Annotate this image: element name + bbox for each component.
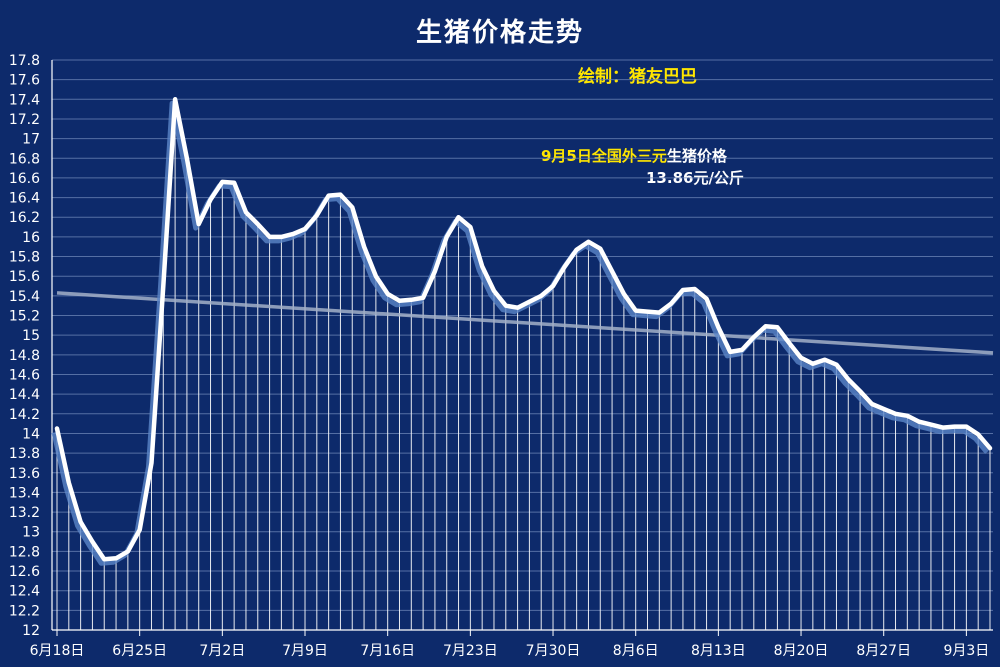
y-tick-label: 17.4 [9, 92, 40, 108]
trend-line [56, 291, 994, 355]
x-tick-label: 7月23日 [443, 643, 498, 659]
y-tick-label: 13.8 [9, 446, 40, 462]
x-tick-label: 9月3日 [943, 643, 989, 659]
x-tick-label: 7月30日 [526, 643, 581, 659]
x-tick-label: 6月18日 [30, 643, 85, 659]
y-tick-label: 13.6 [9, 466, 40, 482]
y-tick-label: 17.2 [9, 112, 40, 128]
y-tick-label: 16 [22, 230, 40, 246]
chart-credit: 绘制：猪友巴巴 [578, 67, 697, 87]
y-tick-label: 16.2 [9, 210, 40, 226]
x-tick-label: 7月9日 [282, 643, 328, 659]
y-tick-label: 16.4 [9, 191, 40, 207]
y-tick-label: 13 [22, 525, 40, 541]
y-tick-label: 15.8 [9, 250, 40, 266]
x-tick-label: 8月13日 [691, 643, 746, 659]
y-tick-label: 17 [22, 132, 40, 148]
x-tick-label: 8月27日 [856, 643, 911, 659]
y-tick-label: 17.8 [9, 53, 40, 69]
y-tick-label: 13.4 [9, 485, 40, 501]
y-tick-label: 14.6 [9, 367, 40, 383]
y-tick-label: 13.2 [9, 505, 40, 521]
y-tick-label: 15.4 [9, 289, 40, 305]
x-tick-label: 8月20日 [774, 643, 829, 659]
y-tick-label: 15 [22, 328, 40, 344]
x-tick-label: 7月2日 [199, 643, 245, 659]
price-line-shadow [51, 100, 989, 566]
y-tick-label: 16.6 [9, 171, 40, 187]
y-tick-label: 12.4 [9, 584, 40, 600]
annotation-line1-yellow: 9月5日全国外三元 [541, 147, 667, 165]
annotation-line1: 9月5日全国外三元生猪价格 [541, 145, 727, 166]
y-tick-label: 14.8 [9, 348, 40, 364]
y-tick-label: 15.2 [9, 309, 40, 325]
x-tick-label: 7月16日 [360, 643, 415, 659]
y-tick-label: 17.6 [9, 73, 40, 89]
price-line [54, 97, 993, 562]
y-tick-label: 14.4 [9, 387, 40, 403]
x-tick-label: 6月25日 [112, 643, 167, 659]
y-tick-label: 12.8 [9, 544, 40, 560]
y-tick-label: 12 [22, 623, 40, 639]
y-tick-label: 15.6 [9, 269, 40, 285]
y-tick-label: 12.2 [9, 603, 40, 619]
x-tick-label: 8月6日 [613, 643, 659, 659]
y-tick-label: 14 [22, 426, 40, 442]
y-tick-label: 14.2 [9, 407, 40, 423]
chart-title: 生猪价格走势 [415, 18, 584, 48]
annotation-line1-white: 生猪价格 [666, 147, 727, 165]
y-tick-label: 12.6 [9, 564, 40, 580]
y-tick-label: 16.8 [9, 151, 40, 167]
